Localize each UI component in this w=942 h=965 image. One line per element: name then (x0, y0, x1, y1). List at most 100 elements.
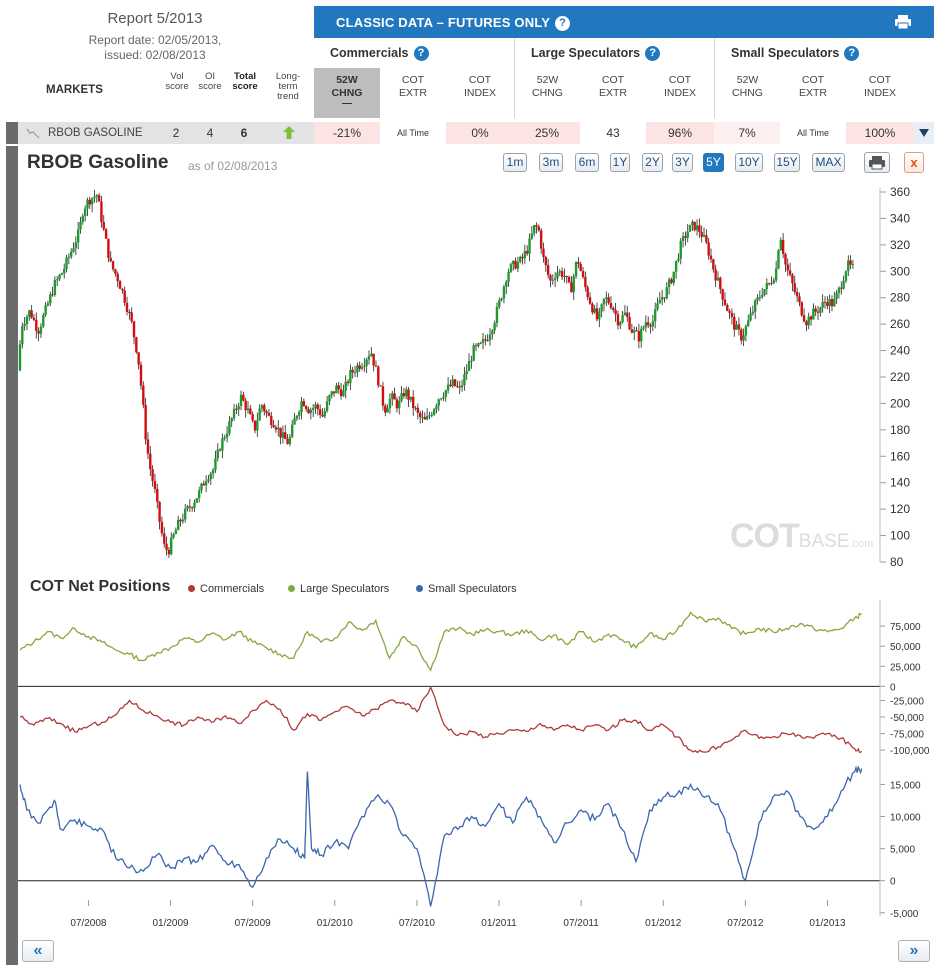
candle-body (444, 390, 447, 398)
range-button-6m[interactable]: 6m (575, 153, 599, 172)
candle-body (770, 283, 773, 285)
col-cot-index-large[interactable]: COT INDEX (663, 74, 697, 99)
candle-body (195, 498, 199, 503)
col-cot-index-commercials[interactable]: COT INDEX (463, 74, 497, 99)
col-cot-extr-commercials[interactable]: COT EXTR (398, 74, 427, 99)
watermark: COTBASE.com (730, 517, 874, 555)
candle-body (177, 519, 180, 530)
printer-icon[interactable] (894, 14, 912, 30)
range-button-3y[interactable]: 3Y (672, 153, 693, 172)
candle-body (805, 321, 808, 326)
close-button[interactable]: x (904, 152, 924, 173)
candle-body (160, 521, 164, 534)
help-icon[interactable]: ? (645, 46, 661, 61)
large-cot-extr: 43 (606, 126, 620, 140)
range-button-3m[interactable]: 3m (539, 153, 563, 172)
candle-body (556, 272, 559, 279)
candle-body (114, 269, 117, 274)
candle-body (560, 271, 564, 277)
candle-body (830, 299, 834, 307)
candle-body (795, 291, 799, 297)
col-52w-chng-large[interactable]: 52W CHNG (514, 68, 580, 118)
range-button-1y[interactable]: 1Y (610, 153, 630, 172)
range-button-15y[interactable]: 15Y (774, 153, 800, 172)
next-button[interactable]: » (898, 940, 930, 962)
candle-body (823, 301, 827, 303)
market-row-bg (6, 122, 314, 144)
candle-body (405, 389, 408, 397)
col-52w-chng-small[interactable]: 52W CHNG (714, 68, 780, 118)
candle-body (186, 506, 189, 509)
help-icon[interactable]: ? (844, 46, 860, 61)
candle-body (837, 287, 841, 293)
col-cot-extr-small[interactable]: COT EXTR (798, 74, 827, 99)
candle-body (600, 304, 603, 312)
candle-body (577, 261, 580, 264)
candle-body (297, 412, 301, 416)
candle-body (695, 225, 699, 231)
range-button-10y[interactable]: 10Y (735, 153, 763, 172)
candle-body (237, 405, 240, 410)
candle-body (730, 312, 734, 317)
candle-body (265, 411, 268, 414)
candle-body (142, 385, 145, 405)
candle-body (137, 352, 140, 365)
candle-body (472, 345, 475, 361)
candle-body (493, 323, 496, 331)
print-button[interactable] (864, 152, 890, 173)
candle-body (218, 449, 222, 451)
expand-row-button[interactable] (914, 122, 934, 144)
candle-body (428, 415, 431, 417)
col-cot-extr-large[interactable]: COT EXTR (598, 74, 627, 99)
candle-body (337, 385, 340, 390)
candle-body (209, 473, 212, 480)
long-term-trend-header: Long-term trend (275, 71, 301, 102)
legend-dot-small (416, 585, 423, 592)
candle-body (121, 288, 124, 291)
candle-body (56, 279, 59, 281)
candle-body (339, 389, 343, 397)
candle-body (612, 307, 615, 311)
candle-body (109, 257, 112, 262)
candle-body (495, 306, 499, 324)
range-button-1m[interactable]: 1m (503, 153, 527, 172)
range-button-2y[interactable]: 2Y (642, 153, 663, 172)
candle-body (509, 264, 513, 272)
market-row[interactable]: RBOB GASOLINE 2 4 6 -21% All Time 0% 25%… (6, 122, 934, 144)
help-icon[interactable]: ? (413, 46, 429, 61)
price-y-tick: 160 (890, 449, 910, 463)
candle-body (505, 281, 508, 287)
candle-body (228, 421, 231, 434)
cot-title: COT Net Positions (30, 578, 171, 595)
range-button-5y[interactable]: 5Y (703, 153, 724, 172)
candle-body (372, 353, 375, 366)
commercials-52w-chng: -21% (314, 122, 380, 144)
candle-body (481, 339, 485, 343)
candle-body (116, 273, 119, 282)
classic-data-bar: CLASSIC DATA – FUTURES ONLY? (314, 6, 934, 38)
candle-body (744, 326, 748, 336)
cot-chart: 0 25,000 50,000 75,000 -25,000 -50,000 -75,000… (18, 600, 930, 929)
candle-body (156, 488, 159, 502)
candle-body (642, 327, 645, 329)
prev-button[interactable]: « (22, 940, 54, 962)
candle-body (402, 393, 406, 397)
up-arrow-icon (283, 126, 295, 139)
market-name[interactable]: RBOB GASOLINE (48, 127, 143, 139)
help-icon[interactable]: ? (555, 16, 571, 31)
candle-body (288, 436, 292, 445)
col-52w-chng-commercials[interactable]: 52W CHNG — (314, 68, 380, 118)
candle-body (544, 256, 548, 266)
col-cot-index-small[interactable]: COT INDEX (863, 74, 897, 99)
candle-body (558, 271, 561, 273)
candle-body (791, 274, 794, 284)
candle-body (623, 312, 627, 316)
candle-body (700, 232, 703, 237)
candle-body (844, 271, 848, 281)
legend-small-speculators: Small Speculators (416, 583, 517, 595)
legend-commercials: Commercials (188, 583, 264, 595)
candle-body (477, 343, 480, 347)
candle-body (67, 256, 71, 258)
row-handle[interactable] (6, 122, 18, 144)
range-button-max[interactable]: MAX (812, 153, 845, 172)
